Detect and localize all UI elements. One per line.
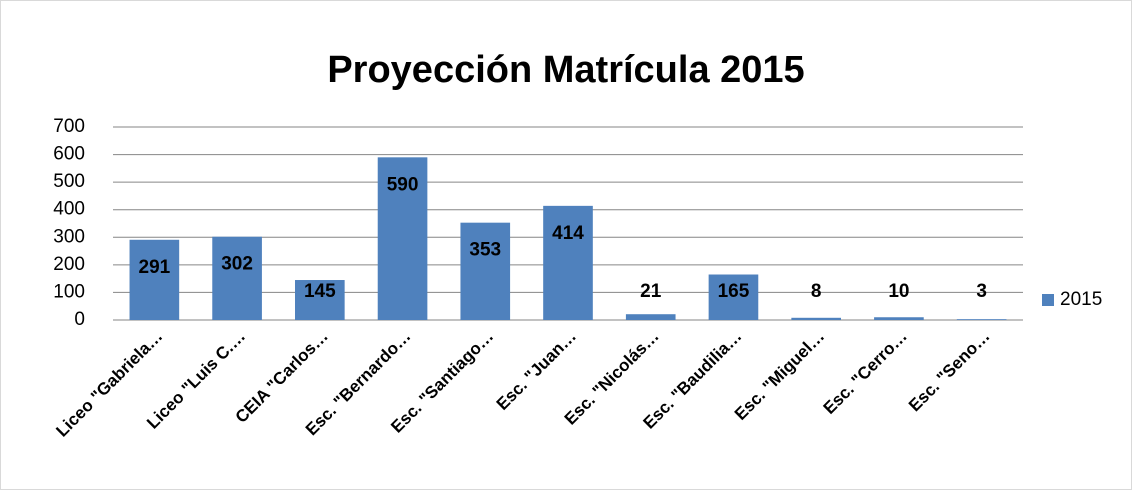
bar (543, 205, 593, 320)
data-label: 590 (387, 174, 419, 195)
data-label: 353 (469, 240, 501, 261)
bar (212, 236, 262, 320)
data-label: 291 (139, 257, 171, 278)
y-tick-label: 200 (53, 254, 85, 275)
data-label: 10 (888, 281, 909, 302)
data-label: 165 (718, 281, 750, 302)
data-label: 414 (552, 223, 584, 244)
data-label: 3 (976, 281, 987, 302)
legend-label: 2015 (1060, 289, 1102, 310)
y-tick-label: 0 (74, 309, 85, 330)
legend-swatch (1042, 294, 1054, 306)
bar (791, 317, 841, 320)
y-tick-label: 400 (53, 199, 85, 220)
bar (129, 239, 180, 320)
y-tick-label: 600 (53, 144, 85, 165)
y-tick-label: 700 (53, 116, 85, 137)
bar (625, 314, 676, 320)
y-tick-label: 100 (53, 281, 85, 302)
y-tick-label: 500 (53, 171, 85, 192)
bar (708, 274, 759, 320)
bar (460, 222, 511, 320)
data-label: 8 (811, 281, 822, 302)
bar (377, 157, 428, 320)
bar (956, 319, 1007, 320)
data-label: 145 (304, 281, 336, 302)
data-label: 302 (221, 254, 253, 275)
bar (295, 280, 345, 320)
chart-title: Proyección Matrícula 2015 (327, 49, 804, 91)
y-tick-label: 300 (53, 226, 85, 247)
bar (874, 317, 924, 320)
data-label: 21 (640, 281, 662, 302)
